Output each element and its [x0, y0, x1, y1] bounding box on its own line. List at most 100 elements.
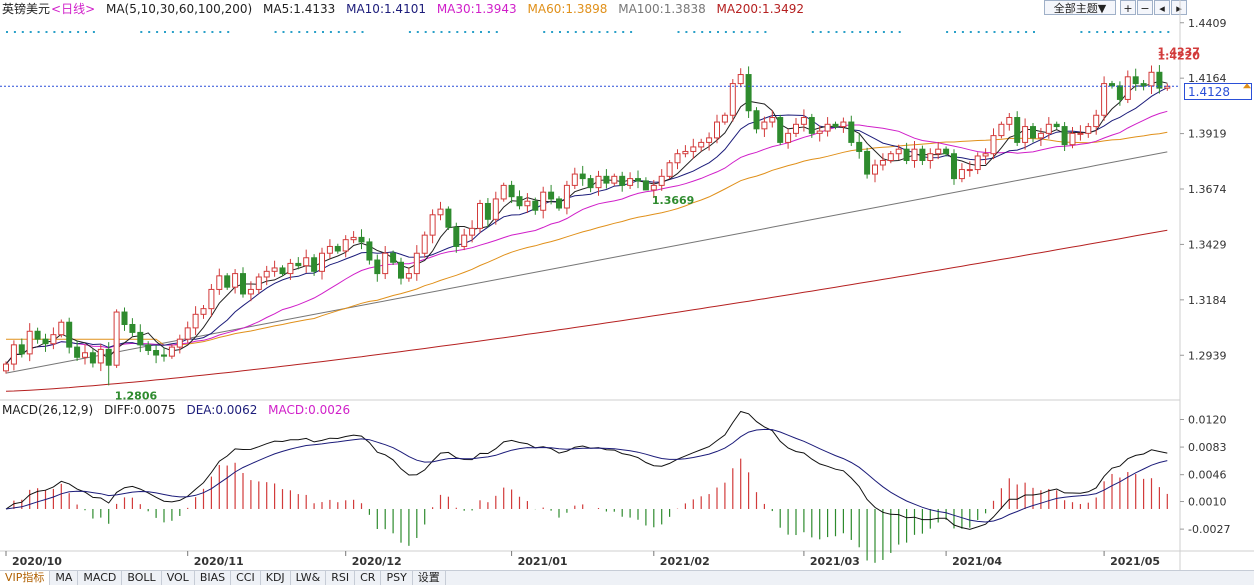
event-dot [559, 31, 561, 33]
tab-3[interactable]: BOLL [122, 571, 162, 585]
candle-body [935, 148, 942, 155]
candle-body [1140, 83, 1147, 87]
tab-0[interactable]: VIP指标 [0, 571, 51, 585]
zoom-out-icon[interactable]: − [1137, 0, 1153, 15]
event-dot [61, 31, 64, 33]
candle-body [105, 348, 112, 366]
event-dot [472, 31, 475, 33]
candle-body [563, 184, 570, 209]
candle-body [1164, 85, 1171, 89]
candle-body [998, 123, 1005, 137]
candle-body [682, 150, 689, 155]
event-dot [1096, 31, 1099, 33]
event-dot [440, 31, 443, 33]
candle-body [793, 123, 799, 134]
event-dot [6, 31, 8, 33]
candle-body [658, 175, 665, 186]
chart-area[interactable]: 1.4409 1.4164 1.3919 1.3674 1.3429 1.3184 1.29… [0, 0, 1254, 570]
theme-dropdown[interactable]: 全部主题▼ [1044, 0, 1116, 15]
candle-body [595, 175, 602, 189]
event-dot [985, 31, 988, 33]
event-dot [732, 31, 735, 33]
event-dot [156, 31, 159, 33]
candle-body [437, 208, 444, 216]
candle-body [516, 196, 523, 207]
candle-body [1014, 117, 1021, 143]
price-annotation: 1.4237 [1158, 46, 1200, 59]
candle-body [168, 346, 175, 357]
event-dot [21, 31, 24, 33]
candle-body [1061, 126, 1068, 146]
event-dot [1009, 31, 1012, 33]
tab-1[interactable]: MA [50, 571, 79, 585]
event-dot [53, 31, 56, 33]
event-dot [85, 31, 87, 33]
tab-4[interactable]: VOL [162, 571, 195, 585]
event-dot [77, 31, 80, 33]
tab-2[interactable]: MACD [78, 571, 123, 585]
candle-body [247, 288, 254, 295]
candle-body [42, 338, 49, 345]
tab-5[interactable]: BIAS [195, 571, 232, 585]
event-dot [203, 31, 206, 33]
candle-body [97, 348, 104, 364]
candle-body [382, 252, 389, 275]
indicator-tabs: VIP指标 MA MACD BOLL VOL BIAS CCI KDJ LW& RSI CR PSY 设… [0, 570, 1254, 585]
candle-body [224, 275, 231, 288]
candle-body [753, 110, 760, 130]
tab-10[interactable]: CR [355, 571, 382, 585]
event-dot [867, 31, 870, 33]
macd-tick-label: 0.0120 [1188, 413, 1227, 426]
tab-7[interactable]: KDJ [261, 571, 291, 585]
candle-body [808, 117, 815, 134]
candle-body [89, 352, 96, 364]
ma5-value: MA5:1.4133 [263, 2, 336, 16]
event-dot [448, 31, 451, 33]
event-dot [1127, 31, 1130, 33]
dea-value: DEA:0.0062 [186, 403, 258, 417]
tab-11[interactable]: PSY [381, 571, 413, 585]
tab-6[interactable]: CCI [231, 571, 261, 585]
tab-9[interactable]: RSI [326, 571, 356, 585]
candle-body [761, 121, 768, 130]
candle-body [303, 257, 310, 267]
candle-body [1037, 132, 1044, 139]
candle-body [58, 321, 65, 336]
candle-body [903, 148, 910, 161]
candle-body [1045, 123, 1052, 134]
event-dot [685, 31, 688, 33]
event-dot [179, 31, 182, 33]
event-dot [464, 31, 467, 33]
candle-body [666, 162, 673, 177]
candle-body [1101, 83, 1108, 116]
event-dot [274, 31, 277, 33]
event-dot [1033, 31, 1035, 33]
month-label: 2021/01 [518, 555, 568, 568]
period-label[interactable]: <日线> [51, 2, 96, 16]
candle-body [879, 160, 886, 166]
candle-body [864, 150, 871, 175]
candle-body [603, 175, 610, 184]
event-dot [1104, 31, 1107, 33]
candle-body [1116, 85, 1123, 100]
event-dot [361, 31, 364, 33]
prev-icon[interactable]: ◂ [1154, 0, 1170, 15]
zoom-in-icon[interactable]: + [1120, 0, 1136, 15]
next-icon[interactable]: ▸ [1171, 0, 1187, 15]
event-dot [164, 31, 166, 33]
macd-tick-label: 0.0083 [1188, 441, 1227, 454]
price-annotation: 1.2806 [115, 389, 158, 402]
ma10-line [5, 87, 1168, 365]
month-label: 2020/12 [352, 555, 402, 568]
candle-body [113, 311, 120, 366]
tab-8[interactable]: LW& [291, 571, 327, 585]
tab-12[interactable]: 设置 [413, 571, 446, 585]
candle-body [398, 261, 404, 279]
candle-body [129, 323, 136, 333]
candle-body [571, 173, 578, 186]
candle-body [208, 288, 215, 310]
candle-body [121, 311, 128, 325]
price-tick-label: 1.2939 [1188, 349, 1227, 362]
event-dot [740, 31, 743, 33]
event-dot [306, 31, 309, 33]
